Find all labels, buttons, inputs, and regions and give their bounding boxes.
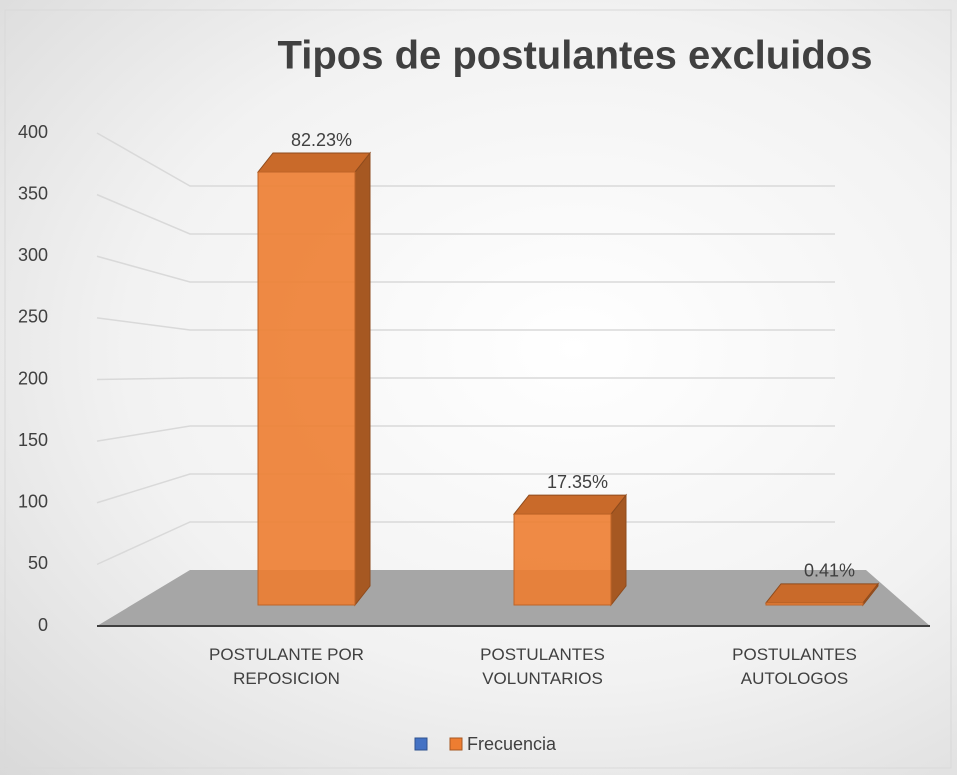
data-label: 0.41%	[804, 561, 855, 581]
data-label: 17.35%	[547, 472, 608, 492]
y-tick-label: 250	[18, 307, 48, 327]
grid-line	[96, 425, 835, 442]
grid-line	[96, 317, 835, 331]
x-tick-label: POSTULANTES VOLUNTARIOS	[480, 645, 605, 688]
bar-top	[512, 494, 628, 515]
bar-top	[764, 583, 880, 604]
grid-line	[96, 377, 835, 381]
chart-title: Tipos de postulantes excluidos	[278, 34, 873, 78]
y-tick-label: 150	[18, 430, 48, 450]
grid-line	[96, 193, 835, 235]
y-tick-label: 50	[28, 553, 48, 573]
y-tick-label: 100	[18, 492, 48, 512]
y-tick-label: 350	[18, 183, 48, 203]
x-tick-label: POSTULANTE POR REPOSICION	[209, 645, 364, 688]
y-tick-label: 200	[18, 368, 48, 388]
data-label: 82.23%	[291, 130, 352, 150]
bar-side	[354, 151, 371, 607]
y-tick-label: 300	[18, 245, 48, 265]
bar	[257, 171, 356, 606]
bar-top	[256, 152, 372, 173]
bar	[765, 602, 864, 606]
y-tick-label: 0	[38, 615, 48, 635]
grid-line	[96, 521, 835, 566]
legend-label: Frecuencia	[467, 734, 557, 754]
bar	[513, 513, 612, 606]
legend-swatch-empty	[414, 737, 428, 751]
legend-swatch	[449, 737, 463, 751]
frame	[4, 9, 952, 769]
x-tick-label: POSTULANTES AUTOLOGOS	[732, 645, 857, 688]
y-tick-label: 400	[18, 122, 48, 142]
grid-line	[96, 255, 835, 283]
grid-line	[96, 132, 835, 187]
grid-line	[96, 473, 835, 504]
